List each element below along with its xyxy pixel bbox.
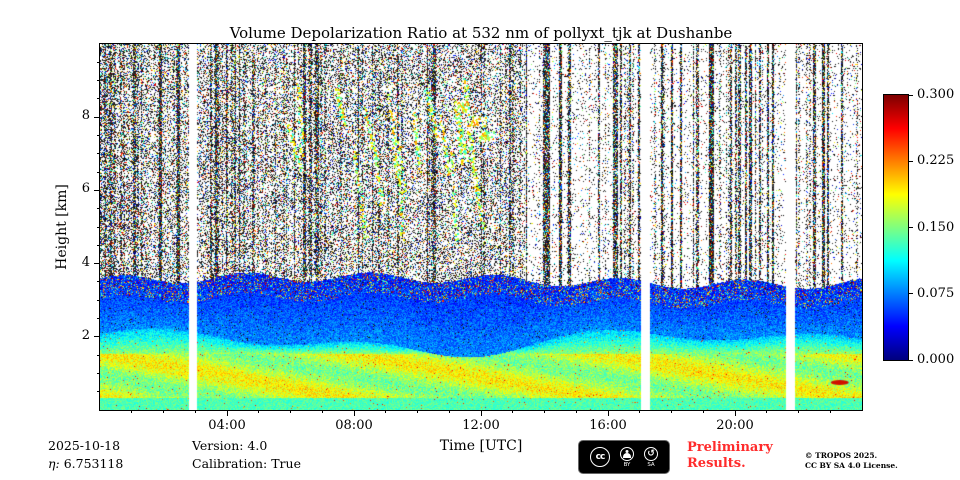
cc-by-person-icon — [620, 446, 634, 461]
colorbar-tick-label: 0.300 — [917, 87, 955, 102]
colorbar-tick — [909, 359, 913, 361]
cc-sa-label: SA — [647, 461, 655, 468]
measurement-date: 2025-10-18 — [48, 438, 121, 453]
colorbar-tick-label: 0.000 — [917, 352, 955, 367]
plot-area — [99, 43, 863, 411]
y-tick-label: 2 — [81, 327, 90, 343]
colorbar-tick-label: 0.075 — [917, 285, 955, 301]
colorbar-tick-label: 0.225 — [917, 153, 955, 169]
colorbar-tick — [909, 227, 913, 228]
y-tick-label: 8 — [81, 108, 90, 124]
x-tick-label: 04:00 — [208, 418, 246, 433]
x-tick-label: 16:00 — [589, 418, 627, 433]
colorbar-tick — [909, 293, 913, 295]
heatmap-canvas — [100, 44, 862, 410]
cc-license-badge[interactable]: cc BY ↺ SA — [578, 440, 670, 474]
colorbar-tick — [909, 94, 913, 96]
y-axis-label: Height [km] — [54, 184, 70, 270]
colorbar-tick — [909, 160, 913, 162]
colorbar-tick-label: 0.150 — [917, 219, 955, 235]
x-axis-label: Time [UTC] — [439, 438, 523, 454]
cc-sa-arrow-icon: ↺ — [644, 446, 658, 461]
colorbar-canvas — [884, 95, 908, 360]
preliminary-line-2: Results. — [687, 456, 746, 471]
preliminary-results-notice: Preliminary Results. — [687, 440, 773, 472]
cc-icon: cc — [590, 447, 610, 467]
cc-by-group: BY — [620, 446, 634, 468]
copyright-notice: © TROPOS 2025. CC BY SA 4.0 License. — [805, 451, 898, 470]
eta-symbol: η: — [48, 456, 60, 471]
calibration-text: Calibration: True — [192, 456, 301, 471]
eta-value: 6.753118 — [63, 456, 124, 471]
colorbar — [883, 94, 909, 361]
cc-sa-group: ↺ SA — [644, 446, 658, 468]
copyright-line-1: © TROPOS 2025. — [805, 451, 878, 460]
x-tick-label: 08:00 — [335, 418, 373, 433]
copyright-line-2: CC BY SA 4.0 License. — [805, 460, 898, 470]
x-tick-label: 20:00 — [716, 418, 754, 433]
cc-by-label: BY — [623, 461, 631, 468]
version-text: Version: 4.0 — [192, 438, 268, 453]
chart-title: Volume Depolarization Ratio at 532 nm of… — [229, 24, 733, 42]
x-tick-label: 12:00 — [462, 418, 500, 433]
preliminary-line-1: Preliminary — [687, 440, 773, 455]
eta-calibration-constant: η: 6.753118 — [48, 456, 123, 471]
